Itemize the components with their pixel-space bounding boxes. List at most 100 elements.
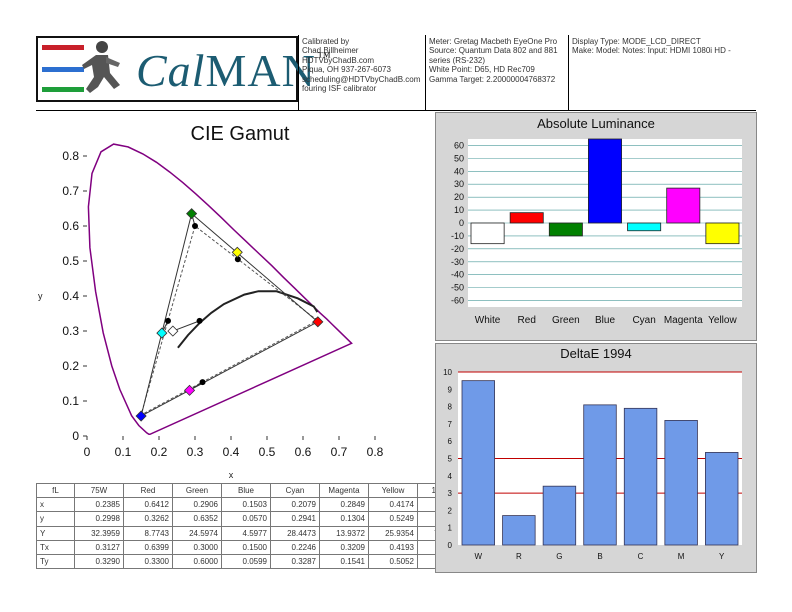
deltae-x-tick: M (678, 552, 685, 561)
luminance-y-tick: 10 (454, 205, 464, 215)
runner-icon (42, 41, 120, 93)
luminance-y-tick: -20 (451, 244, 464, 254)
table-header-cell: Green (172, 482, 222, 499)
cie-measured-point (156, 327, 168, 339)
table-cell: 0.3300 (123, 553, 173, 570)
cie-measured-triangle (140, 212, 319, 418)
luminance-y-tick: -30 (451, 257, 464, 267)
table-cell: 0.6000 (172, 553, 222, 570)
deltae-x-tick: Y (719, 552, 725, 561)
deltae-x-tick: W (475, 552, 483, 561)
deltae-x-tick: R (516, 552, 522, 561)
cie-x-tick: 0.4 (223, 445, 240, 459)
logo-cal: Cal (136, 45, 206, 96)
luminance-x-tick: Blue (595, 315, 615, 326)
table-row: Ty 0.3290 0.3300 0.6000 0.0599 0.3287 0.1541 0.… (36, 553, 467, 570)
deltae-chart: DeltaE 1994 0 1 2 3 4 5 6 7 8 9 10 W R G B C M Y (443, 346, 742, 561)
cie-y-tick: 0.7 (62, 184, 79, 198)
deltae-bar (502, 515, 536, 546)
cie-y-tick: 0.3 (62, 324, 79, 338)
luminance-x-tick: Magenta (664, 315, 703, 326)
table-cell: 4.5977 (221, 525, 271, 541)
table-header-row: fL75WRedGreenBlueCyanMagentaYellow100W (36, 482, 467, 499)
table-cell: 25.9354 (368, 525, 418, 541)
table-cell: 0.2849 (319, 497, 369, 513)
meter-info: Meter: Gretag Macbeth EyeOne Pro Source:… (425, 35, 568, 110)
cie-measured-point (231, 246, 243, 258)
calibrated-by-info: Calibrated by Chad Billheimer HDTVbyChad… (298, 35, 425, 110)
table-row: Y 32.3959 8.7743 24.5974 4.5977 28.4473 13.937… (36, 525, 467, 541)
cie-y-tick: 0.6 (62, 219, 79, 233)
luminance-bar (705, 222, 740, 245)
cie-x-tick: 0.6 (295, 445, 312, 459)
cie-target-point (192, 223, 198, 229)
luminance-x-tick: Yellow (708, 315, 737, 326)
deltae-bar (623, 407, 658, 546)
table-cell: 0.2385 (74, 497, 124, 513)
deltae-y-tick: 1 (448, 524, 453, 533)
luminance-x-tick: Cyan (632, 315, 655, 326)
luminance-x-tick: Red (518, 315, 536, 326)
calman-logo: CalMAN ™ (36, 36, 331, 102)
luminance-x-tick: Green (552, 315, 580, 326)
deltae-x-tick: C (638, 552, 644, 561)
cie-gamut-chart: CIE Gamut 0 0.1 0.2 0.3 0.4 0.5 0.6 0.7 0.8 0 0.1 0.… (38, 123, 384, 480)
table-cell: 32.3959 (74, 525, 124, 541)
luminance-bar (470, 222, 505, 245)
luminance-bar (666, 187, 701, 224)
cie-x-tick: 0 (84, 445, 91, 459)
display-info: Display Type: MODE_LCD_DIRECT Make: Mode… (568, 35, 756, 110)
cie-x-tick: 0.2 (151, 445, 168, 459)
cie-x-label: x (229, 470, 234, 480)
deltae-x-tick: G (556, 552, 562, 561)
table-cell: 0.1500 (221, 539, 271, 555)
table-row: Tx 0.3127 0.6399 0.3000 0.1500 0.2246 0.3209 0.… (36, 539, 467, 555)
luminance-bar (627, 222, 662, 232)
table-cell: 0.4174 (368, 497, 418, 513)
deltae-bar (461, 380, 495, 546)
cie-y-tick: 0 (72, 429, 79, 443)
table-cell: 0.2998 (74, 511, 124, 527)
deltae-x-tick: B (597, 552, 602, 561)
cie-measured-point (135, 410, 147, 422)
deltae-y-tick: 8 (448, 403, 453, 412)
table-cell: 0.3290 (74, 553, 124, 570)
table-cell: 8.7743 (123, 525, 173, 541)
luminance-y-tick: 20 (454, 192, 464, 202)
cie-title: CIE Gamut (191, 123, 290, 145)
logo-man: MAN (205, 45, 316, 96)
table-row: y 0.2998 0.3262 0.6352 0.0570 0.2941 0.1304 0.5… (36, 511, 467, 527)
luminance-bar (588, 138, 622, 224)
cie-x-tick: 0.7 (331, 445, 348, 459)
cie-target-point (165, 317, 171, 324)
table-cell: x (36, 497, 75, 513)
table-row: x 0.2385 0.6412 0.2906 0.1503 0.2079 0.2849 0.4… (36, 497, 467, 513)
luminance-x-tick: White (475, 315, 501, 326)
luminance-y-tick: -10 (451, 231, 464, 241)
deltae-y-tick: 9 (448, 385, 453, 394)
table-cell: 24.5974 (172, 525, 222, 541)
table-cell: 0.2079 (270, 497, 320, 513)
deltae-y-tick: 10 (443, 368, 452, 377)
cie-measured-point (186, 208, 198, 220)
luminance-y-tick: 0 (459, 218, 464, 228)
table-cell: 0.1541 (319, 553, 369, 570)
table-header-cell: Blue (221, 482, 271, 499)
luminance-y-tick: -40 (451, 270, 464, 280)
deltae-y-tick: 7 (448, 420, 453, 429)
luminance-y-tick: 50 (454, 153, 464, 163)
cie-y-tick: 0.4 (62, 289, 79, 303)
table-cell: 0.6399 (123, 539, 173, 555)
luminance-bar (548, 222, 583, 237)
cie-spectral-locus (87, 143, 353, 436)
luminance-bar (509, 212, 544, 224)
cie-y-label: y (38, 291, 43, 301)
table-cell: 0.3000 (172, 539, 222, 555)
table-cell: 0.4193 (368, 539, 418, 555)
luminance-title: Absolute Luminance (537, 116, 655, 131)
cie-y-tick: 0.2 (62, 359, 79, 373)
table-cell: y (36, 511, 75, 527)
cie-x-tick: 0.5 (259, 445, 276, 459)
table-cell: 0.3262 (123, 511, 173, 527)
table-cell: 0.0570 (221, 511, 271, 527)
